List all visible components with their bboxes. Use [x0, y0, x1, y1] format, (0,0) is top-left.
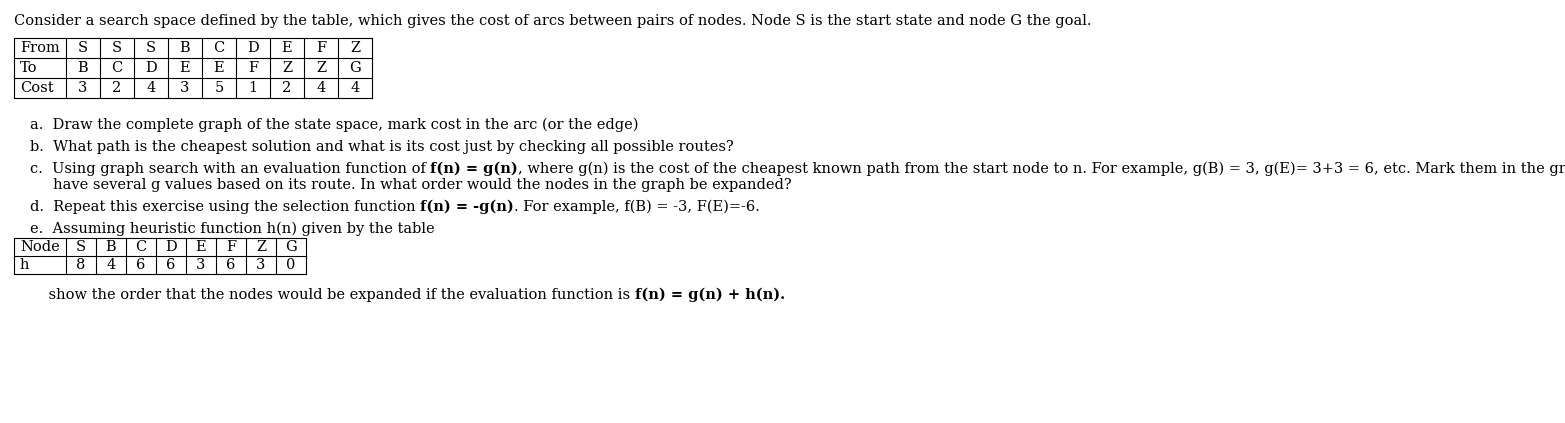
- Text: E: E: [214, 61, 224, 75]
- Text: B: B: [180, 41, 191, 55]
- Text: Consider a search space defined by the table, which gives the cost of arcs betwe: Consider a search space defined by the t…: [14, 14, 1091, 28]
- Text: 3: 3: [196, 258, 205, 272]
- Text: 8: 8: [77, 258, 86, 272]
- Text: 0: 0: [286, 258, 296, 272]
- Text: 4: 4: [147, 81, 155, 95]
- Text: 1: 1: [249, 81, 258, 95]
- Text: 6: 6: [166, 258, 175, 272]
- Text: Z: Z: [316, 61, 326, 75]
- Text: D: D: [166, 240, 177, 254]
- Text: C: C: [111, 61, 122, 75]
- Text: B: B: [78, 61, 88, 75]
- Text: d.  Repeat this exercise using the selection function: d. Repeat this exercise using the select…: [30, 200, 421, 214]
- Text: C: C: [213, 41, 225, 55]
- Text: 4: 4: [316, 81, 326, 95]
- Text: f(n) = -g(n): f(n) = -g(n): [421, 200, 513, 214]
- Text: S: S: [78, 41, 88, 55]
- Text: a.  Draw the complete graph of the state space, mark cost in the arc (or the edg: a. Draw the complete graph of the state …: [30, 118, 639, 132]
- Text: C: C: [136, 240, 147, 254]
- Text: have several g values based on its route. In what order would the nodes in the g: have several g values based on its route…: [30, 178, 792, 192]
- Text: . For example, f(B) = -3, F(E)=-6.: . For example, f(B) = -3, F(E)=-6.: [513, 200, 761, 214]
- Text: 3: 3: [78, 81, 88, 95]
- Text: b.  What path is the cheapest solution and what is its cost just by checking all: b. What path is the cheapest solution an…: [30, 140, 734, 154]
- Text: From: From: [20, 41, 59, 55]
- Text: 6: 6: [136, 258, 146, 272]
- Text: S: S: [146, 41, 156, 55]
- Text: f(n) = g(n): f(n) = g(n): [430, 162, 518, 176]
- Text: 5: 5: [214, 81, 224, 95]
- Text: e.  Assuming heuristic function h(n) given by the table: e. Assuming heuristic function h(n) give…: [30, 222, 435, 236]
- Text: Node: Node: [20, 240, 59, 254]
- Text: 6: 6: [227, 258, 236, 272]
- Text: G: G: [285, 240, 297, 254]
- Text: S: S: [77, 240, 86, 254]
- Text: show the order that the nodes would be expanded if the evaluation function is: show the order that the nodes would be e…: [30, 288, 635, 302]
- Text: B: B: [106, 240, 116, 254]
- Text: 4: 4: [351, 81, 360, 95]
- Text: Z: Z: [257, 240, 266, 254]
- Text: f(n) = g(n) + h(n).: f(n) = g(n) + h(n).: [635, 288, 786, 302]
- Text: 3: 3: [180, 81, 189, 95]
- Text: E: E: [196, 240, 207, 254]
- Text: , where g(n) is the cost of the cheapest known path from the start node to n. Fo: , where g(n) is the cost of the cheapest…: [518, 162, 1565, 176]
- Text: Cost: Cost: [20, 81, 53, 95]
- Text: 3: 3: [257, 258, 266, 272]
- Text: 2: 2: [282, 81, 291, 95]
- Text: G: G: [349, 61, 362, 75]
- Text: Z: Z: [351, 41, 360, 55]
- Text: c.  Using graph search with an evaluation function of: c. Using graph search with an evaluation…: [30, 162, 430, 176]
- Text: F: F: [247, 61, 258, 75]
- Text: E: E: [180, 61, 191, 75]
- Text: F: F: [225, 240, 236, 254]
- Text: Z: Z: [282, 61, 293, 75]
- Text: 2: 2: [113, 81, 122, 95]
- Text: S: S: [113, 41, 122, 55]
- Text: h: h: [20, 258, 30, 272]
- Text: D: D: [247, 41, 258, 55]
- Text: D: D: [146, 61, 156, 75]
- Text: 4: 4: [106, 258, 116, 272]
- Text: To: To: [20, 61, 38, 75]
- Text: F: F: [316, 41, 326, 55]
- Text: E: E: [282, 41, 293, 55]
